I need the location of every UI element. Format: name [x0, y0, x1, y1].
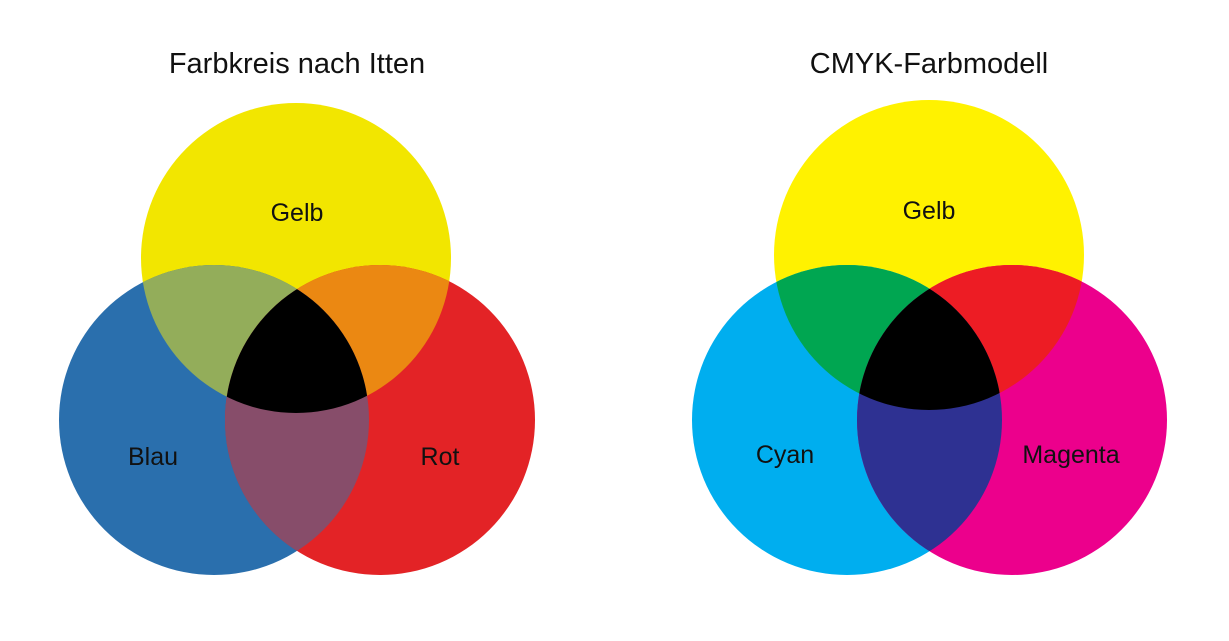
cmyk-label-cyan: Cyan: [756, 441, 814, 469]
cmyk-label-gelb: Gelb: [903, 197, 956, 225]
itten-color-wheel: [59, 103, 535, 575]
itten-label-gelb: Gelb: [271, 199, 324, 227]
overlap-gelb-blau: [141, 265, 369, 413]
cmyk-color-model: [692, 100, 1167, 575]
cmyk-label-magenta: Magenta: [1022, 441, 1119, 469]
itten-title: Farbkreis nach Itten: [169, 48, 425, 80]
itten-label-blau: Blau: [128, 443, 178, 471]
overlap-gelb-cyan: [774, 265, 1002, 410]
overlap-gelb-magenta: [857, 265, 1084, 410]
cmyk-title: CMYK-Farbmodell: [810, 48, 1049, 80]
itten-label-rot: Rot: [421, 443, 460, 471]
overlap-gelb-rot: [225, 265, 451, 413]
